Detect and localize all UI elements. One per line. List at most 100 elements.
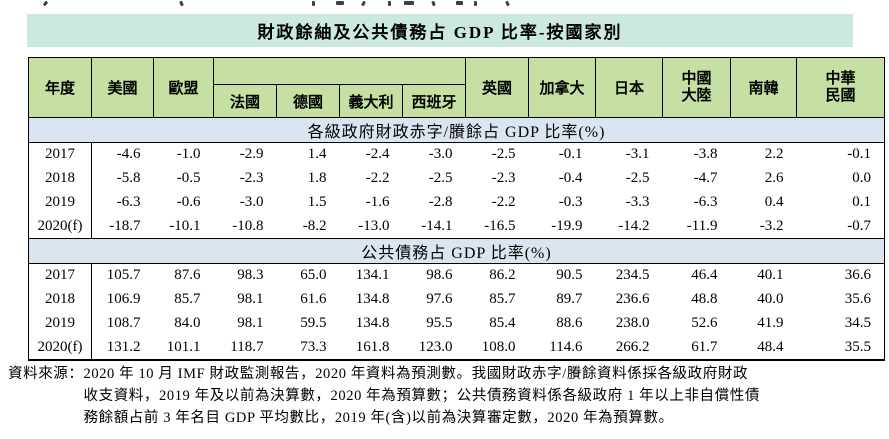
value-cell: 87.6: [174, 267, 201, 284]
page-title: 財政餘紬及公共債務占 GDP 比率-按國家別: [27, 14, 853, 47]
year-cell: 2017: [28, 263, 92, 288]
value-cell: -10.8: [232, 217, 264, 234]
source-notes-text: 2020 年 10 月 IMF 財政監測報告，2020 年資料為預測數。我國財政…: [84, 364, 885, 429]
value-cell: 134.1: [355, 267, 390, 284]
source-notes-line: 收支資料，2019 年及以前為決算數，2020 年為預算數；公共債務資料係各級政…: [83, 387, 760, 404]
source-notes-label: 資料來源：: [8, 366, 84, 382]
value-cell: -14.1: [421, 217, 453, 234]
value-cell: 97.6: [426, 291, 453, 307]
col-header-us: 美國: [91, 57, 154, 118]
value-cell: 98.1: [237, 291, 264, 307]
table-row: 2020(f) 131.2 101.1 118.7 73.3 161.8 123…: [28, 335, 885, 360]
value-cell: 118.7: [230, 338, 264, 355]
value-cell: -2.2: [491, 194, 516, 210]
value-cell: -2.4: [365, 146, 390, 163]
value-cell: 266.2: [615, 338, 650, 355]
value-cell: -6.3: [116, 194, 141, 210]
value-cell: 48.8: [691, 291, 718, 307]
value-cell: -4.6: [116, 146, 141, 163]
value-cell: 85.7: [174, 291, 201, 307]
value-cell: -14.2: [618, 217, 650, 234]
year-cell: 2019: [28, 311, 92, 336]
value-cell: 1.4: [307, 146, 327, 163]
value-cell: -11.9: [686, 217, 718, 234]
value-cell: 161.8: [355, 338, 390, 355]
value-cell: 108.7: [106, 315, 141, 331]
col-header-japan: 日本: [595, 57, 663, 118]
value-cell: -2.5: [428, 170, 453, 186]
value-cell: 1.8: [307, 170, 327, 186]
value-cell: 238.0: [615, 315, 650, 331]
value-cell: 2.2: [764, 146, 784, 163]
value-cell: -0.1: [558, 146, 583, 163]
value-cell: 108.0: [481, 338, 516, 355]
value-cell: -3.8: [693, 146, 718, 163]
value-cell: 0.4: [764, 194, 784, 210]
cropped-text-remnant: [0, 0, 889, 9]
value-cell: 98.3: [237, 267, 264, 284]
value-cell: 73.3: [300, 338, 327, 355]
value-cell: -8.2: [302, 217, 327, 234]
value-cell: -2.3: [239, 170, 264, 186]
value-cell: -3.0: [239, 194, 264, 210]
fiscal-debt-table: 年度 美國 歐盟 英國 加拿大 日本 中國 大陸 南韓 中華 民國 法國 德國 …: [28, 57, 885, 361]
value-cell: -4.7: [693, 170, 718, 186]
value-cell: -3.3: [625, 194, 650, 210]
value-cell: 95.5: [426, 315, 453, 331]
value-cell: 134.8: [355, 315, 390, 331]
value-cell: 35.5: [844, 338, 871, 355]
table-row: 2018 -5.8 -0.5 -2.3 1.8 -2.2 -2.5 -2.3 -…: [28, 166, 885, 191]
value-cell: 90.5: [556, 267, 583, 284]
value-cell: -2.2: [365, 170, 390, 186]
value-cell: 89.7: [556, 291, 583, 307]
value-cell: -13.0: [358, 217, 390, 234]
section-title: 各級政府財政赤字/賸餘占 GDP 比率(%): [28, 117, 885, 143]
value-cell: 48.4: [757, 338, 784, 355]
value-cell: -0.1: [847, 146, 871, 163]
col-header-year: 年度: [28, 57, 92, 118]
header-row-2: 法國 德國 義大利 西班牙: [29, 84, 885, 118]
col-header-uk: 英國: [465, 57, 529, 118]
col-header-china: 中國 大陸: [662, 57, 731, 118]
value-cell: -5.8: [116, 170, 141, 186]
value-cell: 34.5: [844, 315, 871, 331]
value-cell: -0.6: [176, 194, 201, 210]
value-cell: 105.7: [106, 267, 141, 284]
value-cell: -2.9: [239, 146, 264, 163]
header-row-1: 年度 美國 歐盟 英國 加拿大 日本 中國 大陸 南韓 中華 民國: [28, 57, 885, 118]
year-cell: 2019: [28, 190, 92, 215]
section-title: 公共債務占 GDP 比率(%): [28, 238, 885, 264]
year-cell: 2020(f): [28, 335, 92, 360]
value-cell: 86.2: [489, 267, 516, 284]
table-row: 2019 -6.3 -0.6 -3.0 1.5 -1.6 -2.8 -2.2 -…: [28, 190, 885, 215]
value-cell: 65.0: [300, 267, 327, 284]
value-cell: 0.1: [852, 194, 871, 210]
value-cell: -2.3: [491, 170, 516, 186]
value-cell: 46.4: [691, 267, 718, 284]
table-row: 2020(f) -18.7 -10.1 -10.8 -8.2 -13.0 -14…: [28, 214, 885, 239]
table-row: 2017 105.7 87.6 98.3 65.0 134.1 98.6 86.…: [28, 263, 885, 288]
value-cell: 84.0: [174, 315, 201, 331]
year-cell: 2018: [28, 166, 92, 191]
value-cell: -3.0: [428, 146, 453, 163]
table-row: 2018 106.9 85.7 98.1 61.6 134.8 97.6 85.…: [28, 287, 885, 312]
value-cell: 85.7: [489, 291, 516, 307]
col-header-italy: 義大利: [339, 84, 403, 118]
value-cell: -18.7: [109, 217, 141, 234]
value-cell: 40.0: [757, 291, 784, 307]
eu-members-group-header: [213, 57, 466, 85]
col-header-canada: 加拿大: [528, 57, 596, 118]
value-cell: 134.8: [355, 291, 390, 307]
source-notes-line: 務餘額占前 3 年名目 GDP 平均數比，2019 年(含)以前為決算審定數，2…: [83, 409, 674, 426]
col-header-korea: 南韓: [730, 57, 797, 118]
col-header-eu: 歐盟: [153, 57, 214, 118]
value-cell: 131.2: [106, 338, 141, 355]
source-notes: 資料來源： 2020 年 10 月 IMF 財政監測報告，2020 年資料為預測…: [8, 364, 884, 429]
source-notes-line: 2020 年 10 月 IMF 財政監測報告，2020 年資料為預測數。我國財政…: [83, 366, 749, 382]
value-cell: -0.4: [558, 170, 583, 186]
value-cell: -16.5: [484, 217, 516, 234]
value-cell: 41.9: [757, 315, 784, 331]
section-header-deficit: 各級政府財政赤字/賸餘占 GDP 比率(%): [28, 117, 885, 143]
col-header-germany: 德國: [276, 84, 340, 118]
value-cell: -2.8: [428, 194, 453, 210]
